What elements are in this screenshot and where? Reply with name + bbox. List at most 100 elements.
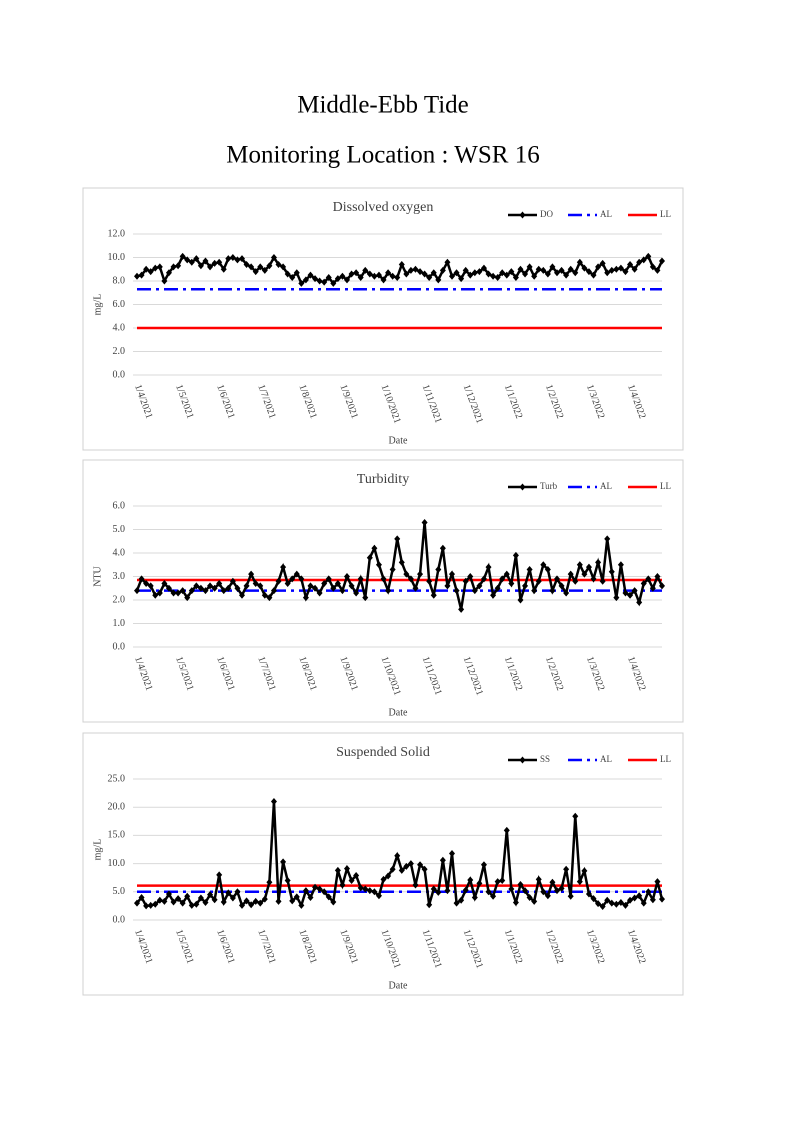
data-point <box>636 258 643 266</box>
data-point <box>184 256 191 264</box>
data-point <box>471 893 478 901</box>
data-point <box>216 871 223 879</box>
data-point <box>412 265 419 273</box>
y-tick-label: 10.0 <box>108 858 126 869</box>
data-point <box>439 266 446 274</box>
data-point <box>362 885 369 893</box>
y-tick-label: 0.0 <box>113 641 126 652</box>
data-point <box>321 580 328 588</box>
data-point <box>645 888 652 896</box>
data-point <box>453 899 460 907</box>
data-point <box>344 865 350 873</box>
data-point <box>407 860 414 868</box>
y-tick-label: 8.0 <box>113 275 126 286</box>
data-point <box>476 582 483 590</box>
data-point <box>385 587 392 595</box>
y-tick-label: 6.0 <box>113 500 126 511</box>
legend-label: Turb <box>540 481 558 491</box>
data-point <box>480 861 487 869</box>
data-point <box>549 878 556 886</box>
data-point <box>517 596 524 604</box>
data-point <box>202 587 209 595</box>
data-point <box>266 262 273 270</box>
data-point <box>161 580 168 588</box>
chart-title: Suspended Solid <box>336 745 430 760</box>
data-point <box>211 896 218 904</box>
data-point <box>197 262 204 270</box>
data-point <box>239 591 245 599</box>
data-point <box>558 266 565 274</box>
data-point <box>312 883 319 891</box>
y-tick-label: 25.0 <box>108 773 126 784</box>
x-axis-title: Date <box>389 980 408 991</box>
data-point <box>453 587 460 595</box>
data-point <box>293 570 300 578</box>
data-point <box>147 582 154 590</box>
data-point <box>298 901 305 909</box>
data-point <box>417 570 424 578</box>
data-point <box>188 258 195 266</box>
data-point <box>508 885 515 893</box>
data-point <box>417 861 424 869</box>
data-point <box>435 888 442 896</box>
data-point <box>595 900 602 908</box>
data-point <box>184 594 191 602</box>
data-point <box>147 901 154 909</box>
data-point <box>302 887 309 895</box>
data-point <box>243 261 250 269</box>
data-point <box>234 256 241 264</box>
data-point <box>471 587 478 595</box>
data-point <box>622 901 629 909</box>
data-point <box>645 575 652 583</box>
y-tick-label: 1.0 <box>113 618 126 629</box>
data-point <box>453 269 460 277</box>
chart-frame <box>82 187 684 451</box>
data-point <box>503 826 510 834</box>
data-point <box>544 270 551 278</box>
data-point <box>467 876 474 884</box>
data-point <box>512 551 519 559</box>
data-point <box>371 888 378 896</box>
data-point <box>544 892 551 900</box>
data-point <box>134 587 140 595</box>
y-tick-label: 4.0 <box>113 547 126 558</box>
data-point <box>535 875 542 883</box>
y-axis-title: NTU <box>92 565 103 586</box>
data-point <box>261 895 268 903</box>
data-point <box>302 594 309 602</box>
data-point <box>211 584 218 592</box>
data-point <box>517 880 524 888</box>
data-point <box>617 264 624 272</box>
chart-title: Dissolved oxygen <box>333 200 434 215</box>
data-point <box>572 577 579 585</box>
legend-label: LL <box>660 754 671 764</box>
data-point <box>275 261 282 269</box>
data-point <box>426 273 433 281</box>
data-point <box>394 273 401 281</box>
page-title: Middle-Ebb Tide <box>297 92 469 119</box>
y-tick-label: 4.0 <box>113 322 126 333</box>
data-point <box>385 269 392 277</box>
data-point <box>531 272 538 280</box>
legend-label: LL <box>660 481 671 491</box>
data-point <box>430 591 437 599</box>
data-point <box>289 575 296 583</box>
data-point <box>143 265 150 273</box>
data-point <box>503 271 510 279</box>
data-point <box>307 271 314 279</box>
data-point <box>252 580 259 588</box>
data-point <box>522 887 529 895</box>
data-point <box>590 895 597 903</box>
data-point <box>307 893 314 901</box>
legend-label: SS <box>540 754 550 764</box>
data-point <box>394 535 401 543</box>
data-point <box>380 276 387 284</box>
data-point <box>403 570 410 578</box>
data-point <box>631 587 638 595</box>
data-point <box>156 263 163 271</box>
data-point <box>216 258 223 266</box>
data-point <box>321 278 328 286</box>
data-point <box>316 589 323 597</box>
y-tick-label: 5.0 <box>113 886 126 897</box>
data-point <box>175 895 182 903</box>
